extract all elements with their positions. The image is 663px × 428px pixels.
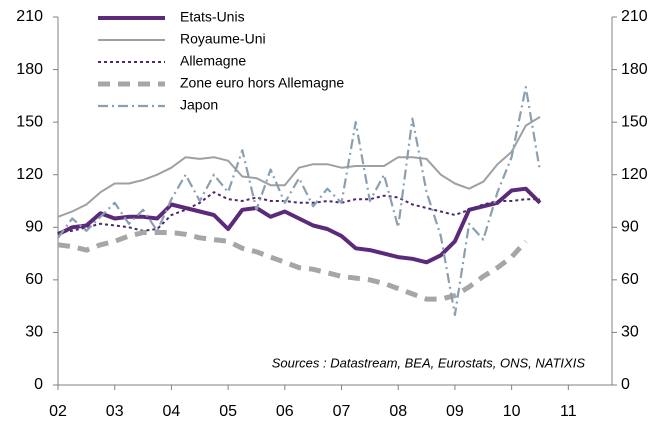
x-tick-label: 06 — [276, 403, 294, 420]
y-tick-label: 0 — [34, 376, 43, 393]
annotation: Sources : Datastream, BEA, Eurostats, ON… — [272, 355, 586, 370]
y-tick-label: 150 — [16, 113, 43, 130]
y2-tick-label: 90 — [621, 219, 639, 236]
series-line — [57, 186, 542, 265]
x-tick-label: 03 — [106, 403, 124, 420]
series-line — [57, 86, 542, 316]
series-line — [57, 230, 528, 302]
x-tick-label: 04 — [163, 403, 181, 420]
x-tick-label: 02 — [49, 403, 67, 420]
y2-tick-label: 60 — [621, 271, 639, 288]
y-tick-label: 120 — [16, 166, 43, 183]
y-tick-label: 60 — [25, 271, 43, 288]
y2-tick-label: 120 — [621, 166, 648, 183]
y2-tick-label: 0 — [621, 376, 630, 393]
y2-tick-label: 30 — [621, 324, 639, 341]
x-tick-label: 09 — [446, 403, 464, 420]
y2-tick-label: 210 — [621, 8, 648, 25]
x-tick-label: 08 — [389, 403, 407, 420]
x-tick-label: 05 — [219, 403, 237, 420]
x-tick-label: 07 — [333, 403, 351, 420]
y-tick-label: 90 — [25, 219, 43, 236]
y2-tick-label: 180 — [621, 61, 648, 78]
y-tick-label: 30 — [25, 324, 43, 341]
series-line — [57, 116, 541, 218]
legend-label: Japon — [180, 97, 218, 113]
legend-label: Zone euro hors Allemagne — [180, 75, 344, 91]
legend-label: Etats-Unis — [180, 9, 245, 25]
x-tick-label: 10 — [503, 403, 521, 420]
y-tick-label: 210 — [16, 8, 43, 25]
series-line — [57, 191, 540, 234]
x-tick-label: 11 — [560, 403, 577, 420]
legend-label: Royaume-Uni — [180, 31, 266, 47]
y-tick-label: 180 — [16, 61, 43, 78]
y2-tick-label: 150 — [621, 113, 648, 130]
legend-label: Allemagne — [180, 53, 246, 69]
